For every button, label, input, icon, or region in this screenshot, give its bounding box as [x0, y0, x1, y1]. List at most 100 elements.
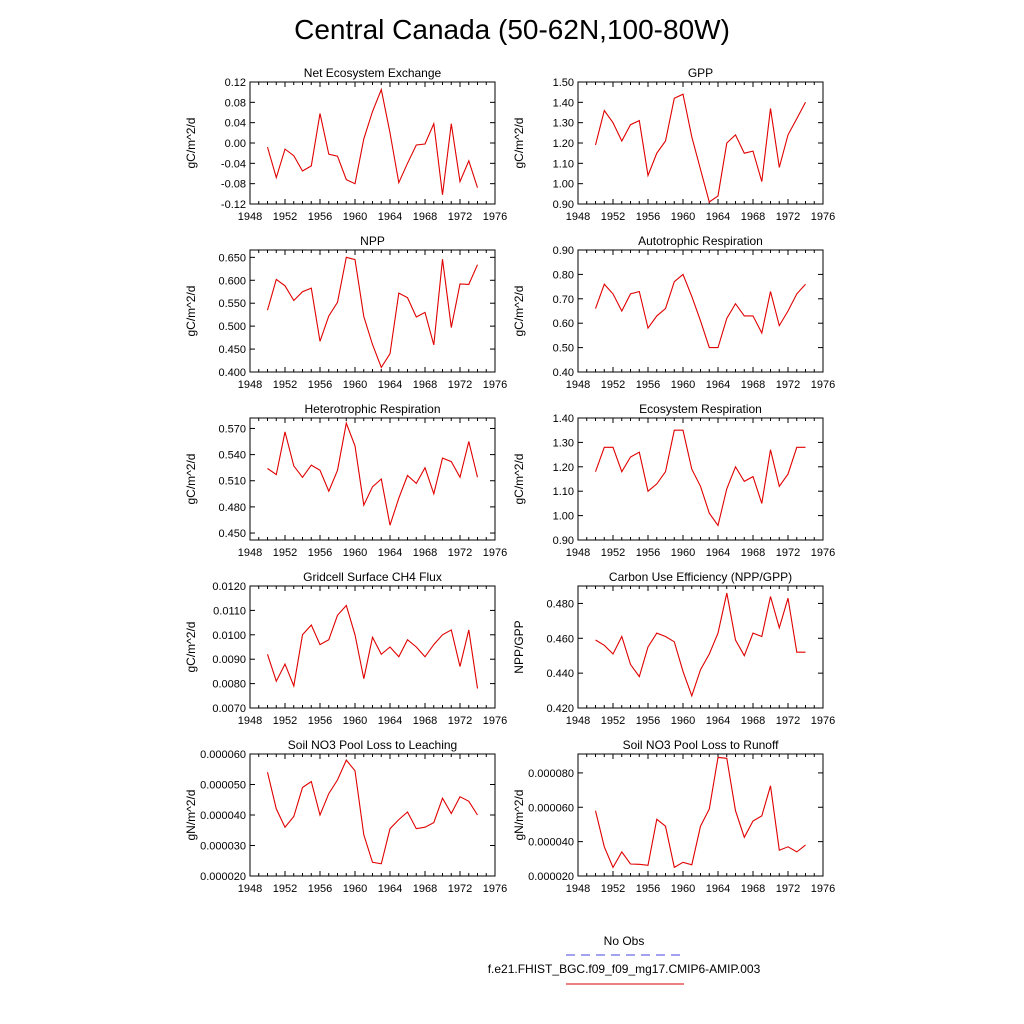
- x-tick-label: 1952: [601, 379, 625, 391]
- x-tick-label: 1964: [378, 547, 402, 559]
- y-tick-label: 1.20: [553, 138, 574, 150]
- x-tick-label: 1956: [636, 715, 660, 727]
- x-tick-label: 1972: [776, 715, 800, 727]
- y-tick-label: 0.440: [546, 668, 574, 680]
- y-tick-label: 0.000080: [528, 768, 574, 780]
- x-tick-label: 1956: [636, 883, 660, 895]
- x-tick-label: 1972: [448, 379, 472, 391]
- series-line: [594, 273, 806, 349]
- chart-panel-3: Autotrophic Respiration gC/m^2/d 1948 1952 1…: [512, 234, 835, 391]
- chart-panel-0: Net Ecosystem Exchange gC/m^2/d 1948 1952 19…: [184, 66, 507, 223]
- x-tick-label: 1964: [378, 883, 402, 895]
- y-tick-label: 0.400: [218, 367, 246, 379]
- x-tick-label: 1976: [811, 547, 835, 559]
- x-tick-label: 1972: [776, 211, 800, 223]
- x-tick-label: 1948: [238, 547, 262, 559]
- plot-frame: [577, 417, 824, 541]
- y-tick-label: 0.600: [218, 275, 246, 287]
- x-tick-label: 1956: [636, 211, 660, 223]
- y-axis-label: gN/m^2/d: [512, 790, 526, 841]
- x-tick-label: 1972: [448, 211, 472, 223]
- x-tick-label: 1976: [811, 211, 835, 223]
- y-tick-label: 0.570: [218, 423, 246, 435]
- y-tick-label: 0.460: [546, 633, 574, 645]
- y-tick-label: 0.0080: [212, 679, 246, 691]
- x-tick-label: 1952: [601, 883, 625, 895]
- chart-panel-1: GPP gC/m^2/d 1948 1952 1956 1960 1964 1968 1972 1…: [512, 66, 835, 223]
- panel-title: Ecosystem Respiration: [639, 402, 762, 416]
- y-tick-label: 0.000020: [528, 871, 574, 883]
- y-tick-label: 0.000030: [200, 841, 246, 853]
- x-tick-label: 1972: [448, 883, 472, 895]
- x-tick-label: 1948: [238, 211, 262, 223]
- x-tick-label: 1960: [343, 715, 367, 727]
- chart-panel-9: Soil NO3 Pool Loss to Runoff gN/m^2/d 1948…: [512, 738, 835, 895]
- plot-frame: [249, 753, 496, 877]
- y-tick-label: 0.480: [218, 502, 246, 514]
- x-tick-label: 1964: [706, 883, 730, 895]
- x-tick-label: 1952: [601, 547, 625, 559]
- y-tick-label: 0.04: [225, 118, 246, 130]
- x-tick-label: 1960: [343, 547, 367, 559]
- x-tick-label: 1976: [483, 211, 507, 223]
- x-tick-label: 1956: [308, 547, 332, 559]
- x-tick-label: 1964: [706, 379, 730, 391]
- y-axis-label: gC/m^2/d: [512, 118, 526, 169]
- x-tick-label: 1960: [671, 547, 695, 559]
- x-tick-label: 1952: [601, 211, 625, 223]
- y-tick-label: 0.650: [218, 252, 246, 264]
- x-tick-label: 1964: [378, 715, 402, 727]
- x-tick-label: 1956: [636, 547, 660, 559]
- x-tick-label: 1948: [566, 379, 590, 391]
- series-line: [266, 87, 479, 195]
- x-tick-label: 1960: [343, 379, 367, 391]
- series-line: [266, 759, 478, 865]
- y-tick-label: -0.12: [221, 199, 246, 211]
- x-tick-label: 1948: [238, 715, 262, 727]
- x-tick-label: 1948: [566, 883, 590, 895]
- y-tick-label: 0.510: [218, 476, 246, 488]
- y-tick-label: 0.0090: [212, 654, 246, 666]
- y-tick-label: 0.540: [218, 450, 246, 462]
- x-tick-label: 1960: [671, 715, 695, 727]
- y-tick-label: 0.08: [225, 97, 246, 109]
- x-tick-label: 1968: [741, 211, 765, 223]
- x-tick-label: 1960: [671, 211, 695, 223]
- x-tick-label: 1952: [273, 715, 297, 727]
- legend-label-no-obs: No Obs: [604, 934, 645, 948]
- x-tick-label: 1972: [776, 547, 800, 559]
- panel-title: Heterotrophic Respiration: [304, 402, 440, 416]
- x-tick-label: 1968: [413, 211, 437, 223]
- x-tick-label: 1968: [741, 715, 765, 727]
- panel-title: Autotrophic Respiration: [638, 234, 763, 248]
- y-tick-label: 1.10: [553, 158, 574, 170]
- x-tick-label: 1976: [483, 379, 507, 391]
- x-tick-label: 1976: [483, 883, 507, 895]
- chart-panel-5: Ecosystem Respiration gC/m^2/d 1948 1952 195…: [512, 402, 835, 559]
- series-line: [266, 604, 479, 689]
- y-axis-label: gC/m^2/d: [184, 286, 198, 337]
- x-tick-label: 1976: [483, 715, 507, 727]
- x-tick-label: 1964: [706, 547, 730, 559]
- y-tick-label: 0.00: [225, 138, 246, 150]
- x-tick-label: 1948: [238, 883, 262, 895]
- x-tick-label: 1968: [413, 379, 437, 391]
- x-tick-label: 1948: [566, 547, 590, 559]
- x-tick-label: 1968: [741, 883, 765, 895]
- y-tick-label: 1.20: [553, 462, 574, 474]
- y-tick-label: 0.60: [553, 318, 574, 330]
- x-tick-label: 1976: [811, 379, 835, 391]
- y-tick-label: 1.40: [553, 97, 574, 109]
- y-tick-label: 1.30: [553, 437, 574, 449]
- y-tick-label: 0.000040: [528, 837, 574, 849]
- y-tick-label: 0.000060: [200, 749, 246, 761]
- x-tick-label: 1956: [636, 379, 660, 391]
- series-line: [267, 421, 479, 526]
- x-tick-label: 1956: [308, 211, 332, 223]
- y-tick-label: 0.000020: [200, 871, 246, 883]
- x-tick-label: 1960: [671, 883, 695, 895]
- chart-panel-7: Carbon Use Efficiency (NPP/GPP) NPP/GPP 19…: [512, 570, 835, 727]
- plot-frame: [249, 585, 496, 709]
- x-tick-label: 1948: [566, 211, 590, 223]
